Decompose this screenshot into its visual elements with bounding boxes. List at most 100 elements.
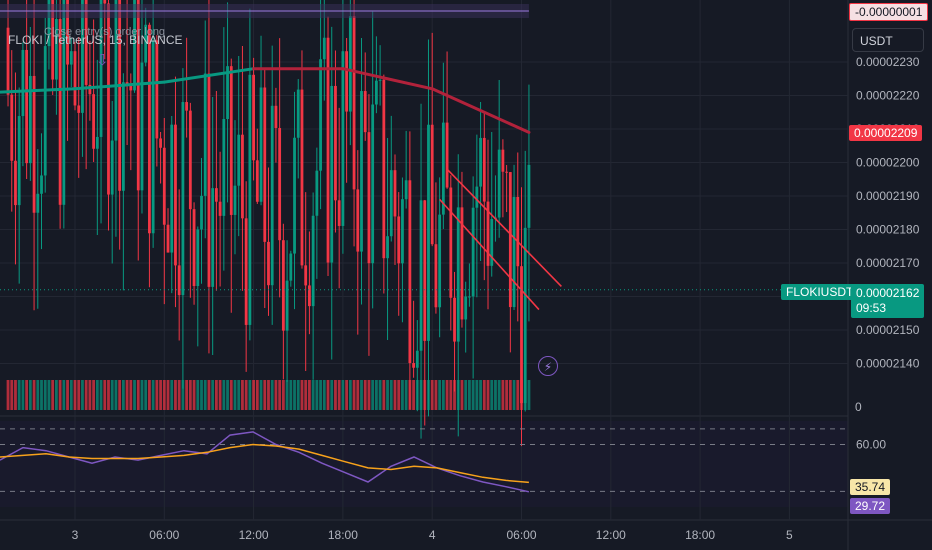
time-tick-label: 18:00	[328, 528, 358, 542]
volume-bar	[185, 380, 189, 410]
candle-body	[200, 195, 203, 230]
volume-bar	[95, 380, 99, 410]
volume-bar	[334, 380, 337, 410]
volume-bar	[300, 380, 304, 410]
currency-button[interactable]: USDT	[852, 28, 924, 52]
volume-bar	[54, 380, 58, 410]
volume-bar	[523, 380, 527, 410]
channel-lower-line	[439, 198, 540, 311]
candle-body	[412, 363, 415, 368]
volume-bar	[188, 380, 192, 410]
volume-bar	[259, 380, 263, 410]
candle-body	[423, 200, 427, 341]
candle-body	[438, 214, 442, 308]
volume-bar	[393, 380, 397, 410]
volume-bar	[497, 380, 501, 410]
candle-body	[471, 207, 475, 297]
volume-bar	[25, 380, 29, 410]
candle-body	[397, 216, 401, 264]
candle-body	[84, 0, 88, 85]
candle-body	[427, 124, 430, 341]
candle-body	[408, 180, 412, 364]
rsi-pane-background	[0, 421, 848, 507]
candle-body	[207, 73, 211, 287]
candle-body	[148, 24, 151, 234]
volume-bar	[285, 380, 289, 410]
volume-bar	[21, 380, 25, 410]
candle-body	[378, 79, 382, 81]
volume-bar	[237, 380, 241, 410]
volume-bar	[281, 380, 285, 410]
time-tick-label: 06:00	[149, 528, 179, 542]
candle-body	[32, 75, 36, 213]
volume-bar	[114, 380, 118, 410]
time-tick-label: 06:00	[506, 528, 536, 542]
volume-bar	[99, 380, 103, 410]
candle-body	[505, 171, 509, 173]
volume-zero: 0	[855, 400, 862, 414]
candle-body	[252, 74, 255, 161]
candle-body	[512, 196, 516, 308]
volume-bar	[501, 380, 505, 410]
time-tick-label: 3	[72, 528, 79, 542]
candle-body	[259, 87, 263, 202]
volume-bar	[14, 380, 17, 410]
candle-body	[177, 265, 181, 296]
volume-bar	[177, 380, 181, 410]
time-tick-label: 5	[786, 528, 793, 542]
candle-body	[133, 0, 136, 91]
candle-body	[468, 296, 471, 298]
volume-bar	[352, 380, 356, 410]
candle-body	[501, 149, 505, 172]
volume-bar	[479, 380, 482, 410]
candle-body	[40, 175, 43, 194]
volume-bar	[434, 380, 438, 410]
candle-body	[10, 94, 14, 161]
candle-body	[69, 51, 73, 65]
candle-body	[66, 0, 69, 65]
volume-bar	[267, 380, 270, 410]
volume-bar	[66, 380, 69, 410]
candle-body	[520, 266, 523, 404]
price-tick-label: 0.00002220	[856, 89, 920, 103]
candle-body	[107, 3, 110, 195]
rsi-ma-value: 29.72	[850, 498, 891, 514]
candle-body	[300, 89, 304, 266]
volume-bar	[468, 380, 471, 410]
candle-body	[211, 188, 215, 287]
candle-body	[244, 218, 248, 325]
candle-body	[460, 207, 464, 320]
volume-bar	[482, 380, 486, 410]
candle-body	[121, 82, 125, 191]
volume-bar	[58, 380, 62, 410]
volume-bar	[36, 380, 40, 410]
volume-bar	[508, 380, 512, 410]
candle-body	[293, 137, 296, 254]
volume-bar	[174, 380, 177, 410]
volume-bar	[456, 380, 460, 410]
candle-body	[449, 187, 453, 298]
volume-bar	[374, 380, 378, 410]
volume-bar	[62, 380, 66, 410]
candle-body	[464, 296, 468, 320]
time-tick-label: 4	[429, 528, 436, 542]
volume-bar	[494, 380, 497, 410]
candle-body	[222, 119, 226, 216]
candle-body	[367, 132, 371, 264]
candle-body	[92, 94, 96, 149]
candle-body	[326, 37, 330, 263]
candle-body	[389, 170, 393, 237]
volume-bar	[51, 380, 55, 410]
candle-body	[404, 180, 408, 200]
candle-body	[315, 170, 319, 216]
candle-body	[486, 201, 490, 266]
candle-body	[311, 215, 315, 307]
candle-body	[6, 27, 10, 95]
lightning-icon[interactable]: ⚡	[538, 356, 558, 376]
volume-bar	[304, 380, 308, 410]
volume-bar	[389, 380, 393, 410]
volume-bar	[475, 380, 479, 410]
channel-upper-line	[446, 168, 562, 287]
candle-body	[356, 189, 360, 252]
volume-bar	[81, 380, 84, 410]
